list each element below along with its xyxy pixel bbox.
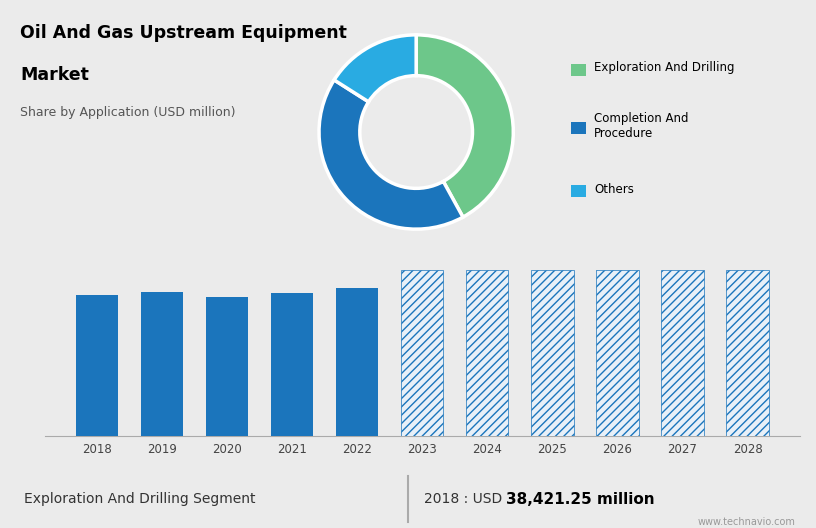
Text: Completion And
Procedure: Completion And Procedure	[594, 111, 689, 140]
Bar	[531, 270, 574, 436]
Text: Share by Application (USD million): Share by Application (USD million)	[20, 106, 236, 119]
Bar	[76, 295, 118, 436]
Text: Oil And Gas Upstream Equipment: Oil And Gas Upstream Equipment	[20, 24, 348, 42]
Bar	[726, 270, 769, 436]
Wedge shape	[416, 35, 513, 217]
Bar	[336, 288, 379, 436]
Bar	[206, 297, 248, 436]
Text: Exploration And Drilling: Exploration And Drilling	[594, 61, 734, 74]
Text: www.technavio.com: www.technavio.com	[698, 517, 796, 527]
Wedge shape	[334, 35, 416, 102]
Text: 2018 : USD: 2018 : USD	[424, 492, 507, 506]
Text: Exploration And Drilling Segment: Exploration And Drilling Segment	[24, 492, 256, 506]
Bar	[596, 270, 639, 436]
Bar	[662, 270, 703, 436]
Text: Others: Others	[594, 183, 634, 195]
Bar	[141, 292, 183, 436]
Text: 38,421.25 million: 38,421.25 million	[506, 492, 654, 506]
Wedge shape	[319, 80, 463, 229]
Bar	[401, 270, 443, 436]
Bar	[271, 294, 313, 436]
Text: Market: Market	[20, 66, 89, 84]
Bar	[466, 270, 508, 436]
